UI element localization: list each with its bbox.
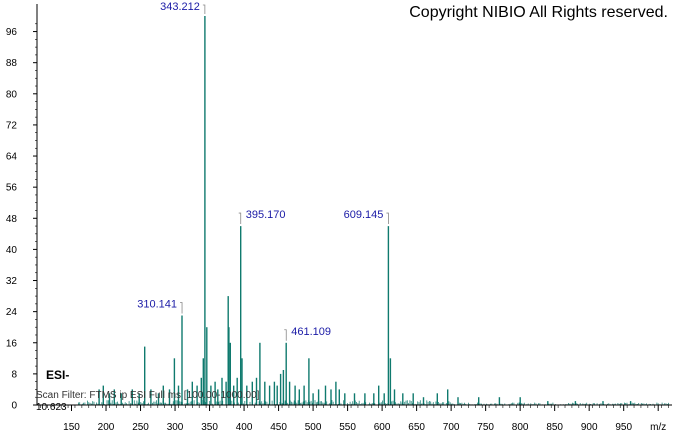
y-tick-label: 48 — [6, 214, 18, 225]
scan-filter-text: Scan Filter: FTMS ip ESI Full ms [100.00… — [36, 390, 260, 401]
y-tick-label: 72 — [6, 120, 18, 131]
x-tick-label: 400 — [236, 422, 253, 433]
retention-time: 10.623 — [36, 402, 67, 413]
peaks-group — [98, 16, 632, 405]
peak-label-bracket — [238, 212, 242, 225]
copyright-notice: Copyright NIBIO All Rights reserved. — [409, 4, 668, 21]
peak-label: 609.145 — [344, 209, 384, 221]
peak-label: 461.109 — [291, 326, 331, 338]
y-tick-label: 24 — [6, 307, 18, 318]
peak-label: 310.141 — [137, 299, 177, 311]
x-tick-label: 150 — [63, 422, 80, 433]
x-tick-label: 500 — [305, 422, 322, 433]
x-tick-label: 200 — [98, 422, 115, 433]
axes: 0 8 16 24 32 40 48 56 64 72 80 88 96 150 200 250 300 350 4… — [6, 4, 672, 433]
peak-label-bracket — [284, 329, 287, 341]
x-tick-label: 550 — [339, 422, 356, 433]
y-tick-label: 64 — [6, 152, 18, 163]
x-tick-label: 750 — [477, 422, 494, 433]
y-tick-label: 40 — [6, 245, 18, 256]
y-tick-label: 32 — [6, 276, 18, 287]
x-tick-label: 450 — [270, 422, 287, 433]
y-tick-label: 8 — [11, 369, 17, 380]
x-tick-label: 800 — [512, 422, 529, 433]
x-tick-label: 650 — [408, 422, 425, 433]
x-tick-label: 350 — [201, 422, 218, 433]
peak-label: 343.212 — [160, 1, 200, 13]
peak-label: 395.170 — [246, 209, 286, 221]
x-tick-label: 950 — [615, 422, 632, 433]
y-tick-label: 88 — [6, 58, 18, 69]
peak-label-bracket — [202, 4, 206, 14]
x-tick-label: 300 — [167, 422, 184, 433]
x-tick-label: 900 — [581, 422, 598, 433]
x-tick-label: 700 — [443, 422, 460, 433]
x-tick-label: 250 — [132, 422, 149, 433]
y-tick-label: 0 — [11, 401, 17, 412]
x-tick-label: 600 — [374, 422, 391, 433]
y-tick-label: 16 — [6, 338, 18, 349]
x-tick-label: 850 — [546, 422, 563, 433]
y-tick-label: 80 — [6, 89, 18, 100]
peak-labels: 310.141 343.212 395.170 461.109 609.145 — [137, 1, 389, 341]
peak-label-bracket — [386, 212, 389, 225]
y-tick-label: 56 — [6, 183, 18, 194]
y-tick-label: 96 — [6, 27, 18, 38]
x-tick-label: m/z — [650, 422, 666, 433]
peak-label-bracket — [180, 302, 183, 314]
ion-mode-label: ESI- — [46, 368, 70, 382]
